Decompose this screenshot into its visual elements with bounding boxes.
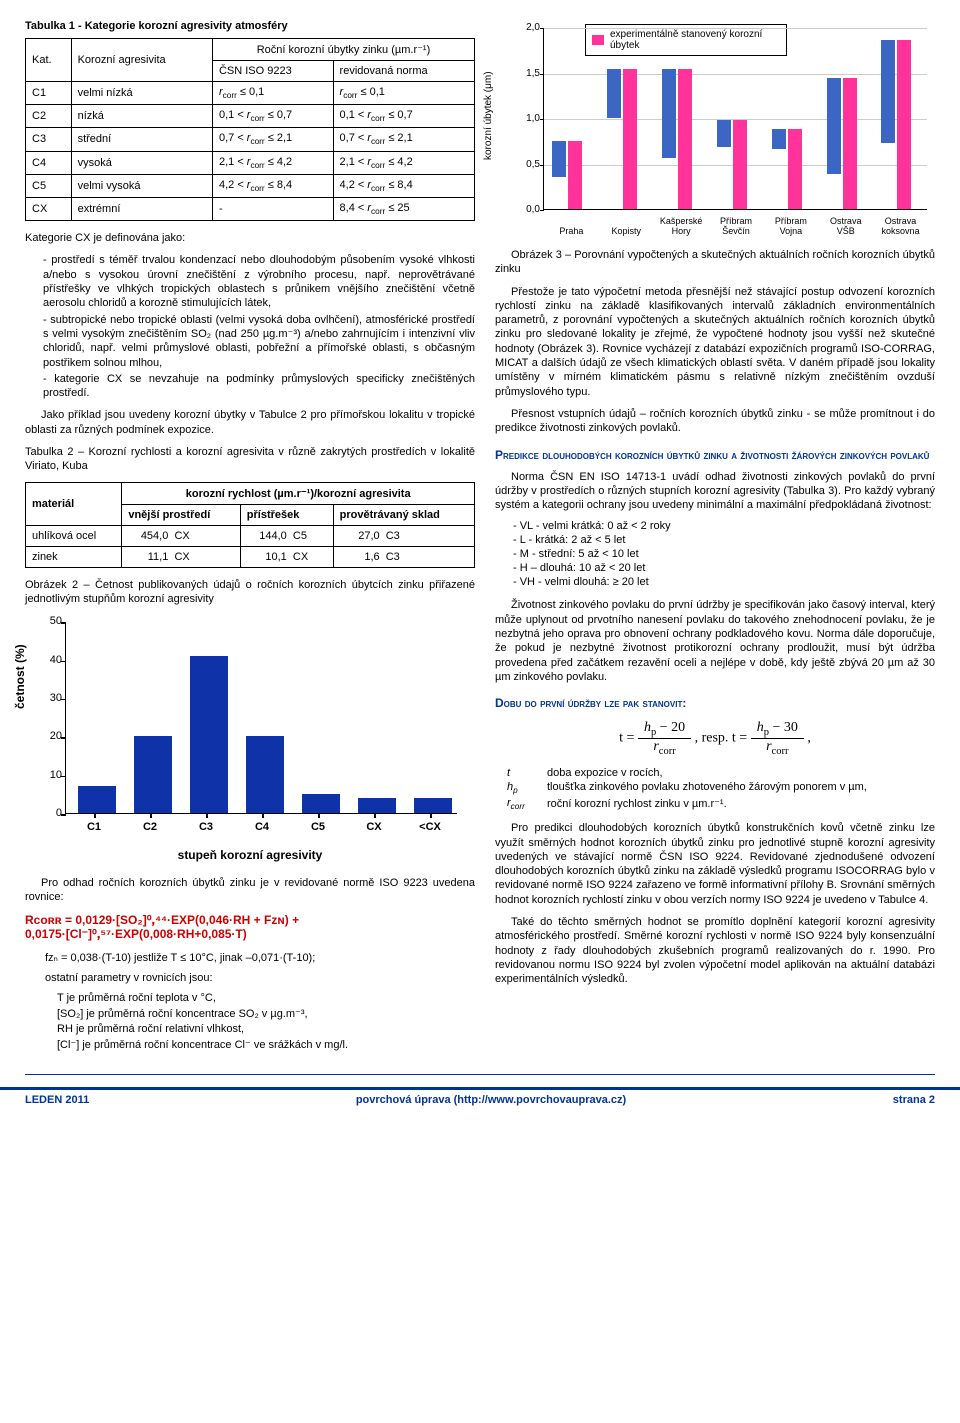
table1-cell: střední <box>71 128 212 151</box>
table1-cell: C4 <box>26 151 72 174</box>
chart2-ylabel: četnost (%) <box>13 645 27 710</box>
cx-bullet: - prostředí s téměř trvalou kondenzací n… <box>43 253 475 310</box>
param-intro: ostatní parametry v rovnicích jsou: <box>45 971 475 985</box>
page-footer: LEDEN 2011 povrchová úprava (http://www.… <box>0 1087 960 1110</box>
table1-cell: velmi vysoká <box>71 174 212 197</box>
t1-head-kat: Kat. <box>26 39 72 82</box>
table2-cell: 27,0 C3 <box>333 525 474 546</box>
cx-bullet: - subtropické nebo tropické oblasti (vel… <box>43 313 475 370</box>
chart3: experimentálně stanovený korozní úbytek … <box>495 20 935 240</box>
t2-head-c3: provětrávaný sklad <box>333 504 474 525</box>
table1-title: Tabulka 1 - Kategorie korozní agresivity… <box>25 20 475 32</box>
right-para: Životnost zinkového povlaku do první údr… <box>495 598 935 684</box>
table2-cell: 10,1 CX <box>240 546 333 567</box>
t2-head-main: korozní rychlost (µm.r⁻¹)/korozní agresi… <box>122 482 475 504</box>
formula-red: Rᴄᴏʀʀ = 0,0129·[SO₂]⁰ꓹ⁴⁴·EXP(0,046·RH + … <box>25 913 475 941</box>
right-para: Přestože je tato výpočetní metoda přesně… <box>495 285 935 399</box>
heading-predikce: Predikce dlouhodobých korozních úbytků z… <box>495 448 935 462</box>
right-para: Také do těchto směrných hodnot se promít… <box>495 915 935 986</box>
equation: t = hp − 20rcorr , resp. t = hp − 30rcor… <box>495 720 935 757</box>
table2-cell: zinek <box>26 546 122 567</box>
chart2-title: Obrázek 2 – Četnost publikovaných údajů … <box>25 578 475 607</box>
table1-cell: 4,2 < rcorr ≤ 8,4 <box>333 174 474 197</box>
table1-cell: extrémní <box>71 197 212 220</box>
category-list: - VL - velmi krátká: 0 až < 2 roky - L -… <box>513 520 935 588</box>
footer-left: LEDEN 2011 <box>25 1094 89 1106</box>
table1: Kat. Korozní agresivita Roční korozní úb… <box>25 38 475 221</box>
var-defs: tdoba expozice v rocích, hptloušťka zink… <box>507 767 935 811</box>
t1-head-csn: ČSN ISO 9223 <box>212 61 333 82</box>
right-para: Norma ČSN EN ISO 14713-1 uvádí odhad živ… <box>495 470 935 513</box>
table1-cell: - <box>212 197 333 220</box>
param-line: [Cl⁻] je průměrná roční koncentrace Cl⁻ … <box>57 1038 475 1053</box>
table1-cell: 0,1 < rcorr ≤ 0,7 <box>333 105 474 128</box>
table2-title: Tabulka 2 – Korozní rychlosti a korozní … <box>25 445 475 474</box>
table1-cell: rcorr ≤ 0,1 <box>212 82 333 105</box>
chart2: četnost (%) 01020304050C1C2C3C4C5CX<CX <box>25 614 465 844</box>
table1-cell: C3 <box>26 128 72 151</box>
param-line: [SO₂] je průměrná roční koncentrace SO₂ … <box>57 1007 475 1022</box>
chart2-xlabel: stupeň korozní agresivity <box>25 848 475 862</box>
chart3-ylabel: korozní úbytek (μm) <box>483 71 494 160</box>
t2-head-c1: vnější prostředí <box>122 504 240 525</box>
example-para: Jako příklad jsou uvedeny korozní úbytky… <box>25 408 475 437</box>
t1-head-main: Roční korozní úbytky zinku (µm.r⁻¹) <box>212 39 474 61</box>
est-para: Pro odhad ročních korozních úbytků zinku… <box>25 876 475 905</box>
cx-bullet: - kategorie CX se nevzahuje na podmínky … <box>43 372 475 401</box>
table1-cell: C5 <box>26 174 72 197</box>
footer-mid: povrchová úprava (http://www.povrchovaup… <box>356 1094 626 1106</box>
table1-cell: 2,1 < rcorr ≤ 4,2 <box>333 151 474 174</box>
table1-cell: 0,7 < rcorr ≤ 2,1 <box>212 128 333 151</box>
table2-cell: 1,6 C3 <box>333 546 474 567</box>
table1-cell: C2 <box>26 105 72 128</box>
t1-head-agr: Korozní agresivita <box>71 39 212 82</box>
table1-cell: rcorr ≤ 0,1 <box>333 82 474 105</box>
param-line: T je průměrná roční teplota v °C, <box>57 991 475 1006</box>
footer-right: strana 2 <box>893 1094 935 1106</box>
table1-cell: 4,2 < rcorr ≤ 8,4 <box>212 174 333 197</box>
table2-cell: uhlíková ocel <box>26 525 122 546</box>
heading-doba: Dobu do první údržby lze pak stanovit: <box>495 696 935 710</box>
t2-head-mat: materiál <box>26 482 122 525</box>
param-line: RH je průměrná roční relativní vlhkost, <box>57 1022 475 1037</box>
table1-cell: CX <box>26 197 72 220</box>
t2-head-c2: přístřešek <box>240 504 333 525</box>
table2-cell: 11,1 CX <box>122 546 240 567</box>
right-para: Přesnost vstupních údajů – ročních koroz… <box>495 407 935 436</box>
table1-cell: 0,1 < rcorr ≤ 0,7 <box>212 105 333 128</box>
table2: materiál korozní rychlost (µm.r⁻¹)/koroz… <box>25 482 475 568</box>
table1-cell: vysoká <box>71 151 212 174</box>
table1-cell: C1 <box>26 82 72 105</box>
table1-cell: 2,1 < rcorr ≤ 4,2 <box>212 151 333 174</box>
cx-intro: Kategorie CX je definována jako: <box>25 231 475 245</box>
table2-cell: 454,0 CX <box>122 525 240 546</box>
obr3-title: Obrázek 3 – Porovnání vypočtených a skut… <box>495 248 935 277</box>
t1-head-rev: revidovaná norma <box>333 61 474 82</box>
right-para: Pro predikci dlouhodobých korozních úbyt… <box>495 821 935 907</box>
table1-cell: velmi nízká <box>71 82 212 105</box>
table2-cell: 144,0 C5 <box>240 525 333 546</box>
table1-cell: 0,7 < rcorr ≤ 2,1 <box>333 128 474 151</box>
fzn-def: fᴢₙ = 0,038·(T-10) jestliže T ≤ 10°C, ji… <box>45 951 475 965</box>
table1-cell: 8,4 < rcorr ≤ 25 <box>333 197 474 220</box>
table1-cell: nízká <box>71 105 212 128</box>
